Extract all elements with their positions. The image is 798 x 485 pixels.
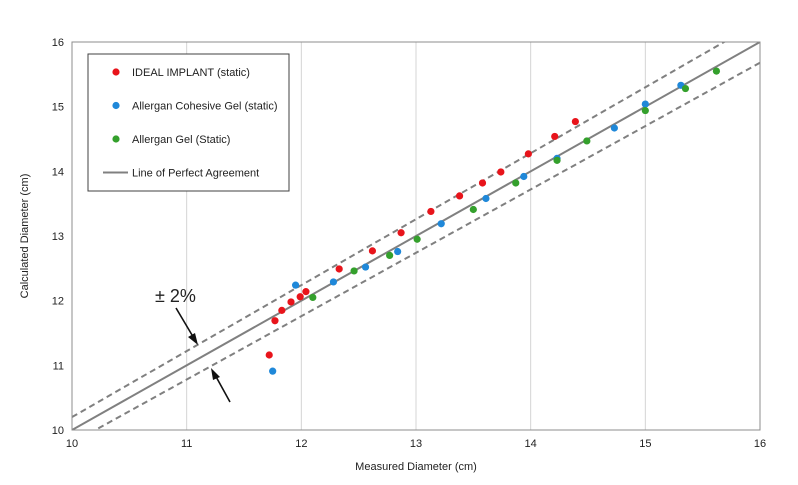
data-point xyxy=(271,317,279,325)
tick-labels: 10 11 12 13 14 15 16 10 11 12 13 14 15 16 xyxy=(52,37,766,450)
data-point xyxy=(287,298,295,306)
tolerance-arrow-upper xyxy=(175,307,196,341)
legend-label: Allergan Gel (Static) xyxy=(132,134,230,146)
data-point xyxy=(269,367,277,375)
data-point xyxy=(302,288,310,296)
legend-entry: Line of Perfect Agreement xyxy=(103,168,259,180)
x-tick-label: 11 xyxy=(181,438,192,450)
legend-label: Line of Perfect Agreement xyxy=(132,168,259,180)
data-point xyxy=(413,235,421,243)
x-tick-label: 14 xyxy=(525,438,537,450)
series-0-points xyxy=(265,117,579,359)
legend-entry: Allergan Cohesive Gel (static) xyxy=(112,101,278,113)
legend-marker xyxy=(112,101,120,110)
y-tick-label: 13 xyxy=(52,231,64,243)
legend-entry: Allergan Gel (Static) xyxy=(112,134,230,146)
data-point xyxy=(361,263,370,271)
data-point xyxy=(292,281,300,289)
y-tick-label: 15 xyxy=(52,102,64,114)
data-point xyxy=(329,278,338,286)
legend-label: Allergan Cohesive Gel (static) xyxy=(132,101,278,113)
data-point xyxy=(524,150,532,158)
data-point xyxy=(553,156,561,164)
data-point xyxy=(478,179,487,187)
y-axis-title: Calculated Diameter (cm) xyxy=(19,174,31,299)
data-point xyxy=(350,267,358,275)
legend-marker xyxy=(112,68,120,76)
plot-frame xyxy=(71,41,761,431)
data-point xyxy=(437,220,445,228)
y-tick-label: 12 xyxy=(52,296,64,308)
data-point xyxy=(335,265,343,273)
x-tick-label: 13 xyxy=(410,438,422,450)
data-point xyxy=(681,84,690,93)
x-tick-label: 15 xyxy=(639,438,651,450)
data-point xyxy=(482,194,490,203)
legend-marker xyxy=(112,135,120,143)
data-point xyxy=(583,137,591,145)
series-2-points xyxy=(309,67,721,302)
tolerance-line xyxy=(72,42,727,418)
legend-box xyxy=(87,53,290,192)
y-tick-label: 10 xyxy=(52,425,64,437)
data-point xyxy=(512,179,520,187)
data-point xyxy=(278,306,286,314)
x-tick-label: 16 xyxy=(754,438,766,450)
data-point xyxy=(641,100,649,108)
data-point xyxy=(610,124,618,132)
y-tick-label: 11 xyxy=(53,360,64,372)
data-points xyxy=(265,67,721,375)
data-point xyxy=(394,247,402,256)
data-point xyxy=(712,67,721,75)
series-1-points xyxy=(269,81,685,375)
data-point xyxy=(520,172,528,181)
x-tick-label: 12 xyxy=(295,438,307,450)
data-point xyxy=(265,351,273,359)
data-point xyxy=(386,251,394,259)
data-point xyxy=(497,168,505,176)
tolerance-arrowhead-upper xyxy=(188,333,198,345)
y-tick-label: 16 xyxy=(52,37,64,49)
data-point xyxy=(571,117,579,126)
tolerance-line xyxy=(93,61,760,430)
y-tick-label: 14 xyxy=(52,166,64,178)
data-point xyxy=(296,293,304,301)
legend-label: IDEAL IMPLANT (static) xyxy=(132,67,250,79)
tolerance-label: ± 2% xyxy=(155,286,196,306)
data-point xyxy=(551,132,559,141)
legend: IDEAL IMPLANT (static) Allergan Cohesive … xyxy=(87,53,290,192)
tolerance-annotation: ± 2% xyxy=(155,286,231,403)
data-point xyxy=(427,207,435,216)
data-point xyxy=(397,229,405,237)
data-point xyxy=(368,247,377,255)
data-point xyxy=(455,192,464,200)
data-point xyxy=(469,205,477,214)
data-point xyxy=(309,293,317,302)
x-tick-label: 10 xyxy=(66,438,78,450)
legend-entry: IDEAL IMPLANT (static) xyxy=(112,67,250,79)
data-point xyxy=(641,106,649,115)
x-axis-title: Measured Diameter (cm) xyxy=(355,461,477,473)
tolerance-arrowhead-lower xyxy=(211,368,220,380)
